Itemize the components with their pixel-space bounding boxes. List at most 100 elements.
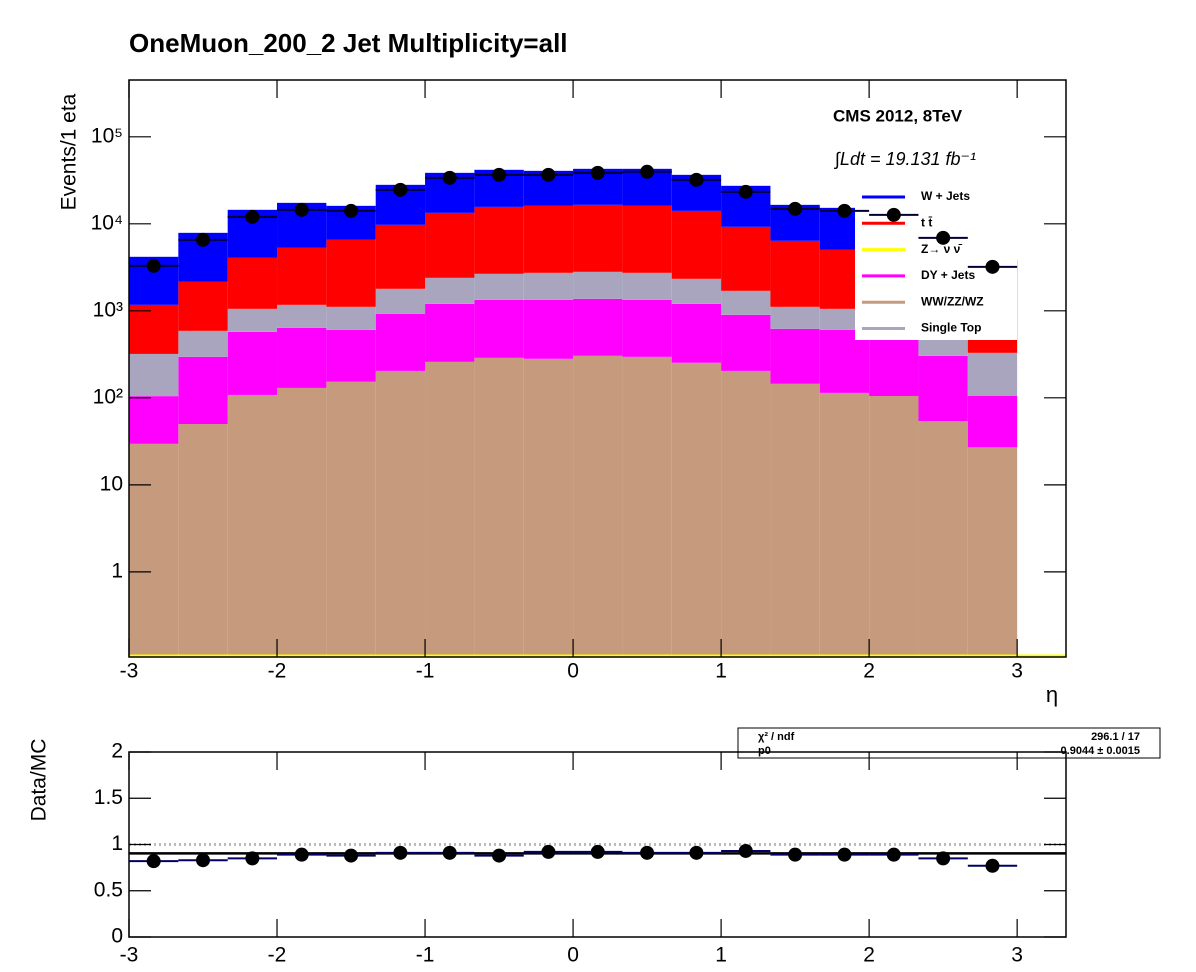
y-axis-title: Events/1 eta — [58, 93, 81, 210]
bar-segment — [622, 205, 672, 273]
bar-segment — [277, 247, 327, 305]
data-marker — [936, 230, 951, 245]
x-axis-title: η — [1046, 682, 1058, 707]
bar-segment — [474, 299, 524, 358]
annotation: CMS 2012, 8TeV — [833, 106, 963, 125]
ratio-marker — [590, 844, 605, 859]
x-tick-label: 1 — [715, 660, 727, 683]
data-point — [474, 167, 524, 182]
data-point — [277, 202, 327, 217]
legend-label: DY + Jets — [921, 268, 975, 282]
x-tick-label: -1 — [416, 944, 435, 967]
data-marker — [442, 170, 457, 185]
bar-segment — [129, 443, 179, 657]
ratio-point — [721, 843, 771, 858]
ratio-marker — [985, 858, 1000, 873]
data-marker — [245, 209, 260, 224]
bar-segment — [671, 303, 722, 363]
bar-segment — [967, 447, 1018, 657]
bar-segment — [721, 314, 771, 371]
y-tick-label: 0 — [111, 925, 123, 948]
bar-segment — [178, 281, 228, 331]
bar-segment — [375, 288, 426, 314]
data-point — [523, 167, 574, 182]
data-point — [721, 184, 771, 199]
ratio-point — [326, 848, 376, 863]
x-tick-label: -3 — [120, 944, 139, 967]
legend-label: Single Top — [921, 321, 981, 335]
bar-segment — [721, 226, 771, 291]
bar-segment — [523, 272, 574, 300]
x-tick-label: -1 — [416, 660, 435, 683]
data-point — [770, 201, 820, 216]
x-tick-label: 3 — [1011, 944, 1023, 967]
x-tick-label: -2 — [268, 660, 287, 683]
bar-segment — [721, 370, 771, 657]
y-tick-label: 1.5 — [94, 786, 123, 809]
ratio-point — [918, 851, 968, 866]
y-tick-label: 10⁵ — [91, 124, 123, 147]
legend-label: Z→ ν ν̄ — [921, 242, 962, 256]
bar-segment — [326, 239, 376, 307]
y-tick-label: 1 — [111, 559, 123, 582]
bar-segment — [869, 332, 919, 396]
bar-segment — [425, 303, 475, 362]
data-marker — [294, 202, 309, 217]
data-marker — [146, 258, 161, 273]
data-point — [918, 230, 968, 245]
bar-segment — [523, 299, 574, 359]
data-marker — [689, 172, 704, 187]
bar-segment — [474, 273, 524, 300]
data-point — [967, 259, 1018, 274]
ratio-point — [178, 853, 228, 868]
ratio-marker — [146, 854, 161, 869]
bar-segment — [967, 338, 1018, 353]
ratio-point — [523, 844, 574, 859]
ratio-point — [277, 847, 327, 862]
ratio-point — [375, 845, 426, 860]
bar-segment — [227, 308, 278, 332]
ratio-marker — [294, 847, 309, 862]
bar-segment — [671, 362, 722, 657]
bar-segment — [129, 353, 179, 397]
bar-segment — [425, 212, 475, 278]
ratio-marker — [689, 845, 704, 860]
ratio-point — [671, 845, 722, 860]
bar-segment — [819, 392, 870, 657]
y-tick-label: 10⁴ — [91, 211, 123, 234]
chart-title: OneMuon_200_2 Jet Multiplicity=all — [129, 28, 568, 58]
y-tick-label: 1 — [111, 832, 123, 855]
data-point — [869, 207, 919, 222]
ratio-marker — [442, 845, 457, 860]
ratio-point — [622, 845, 672, 860]
fit-label: χ² / ndf — [758, 731, 795, 743]
bar-segment — [129, 304, 179, 354]
data-point — [819, 203, 870, 218]
fit-label: p0 — [758, 745, 771, 757]
fit-box — [737, 727, 1161, 759]
data-point — [622, 164, 672, 179]
bar-segment — [178, 330, 228, 357]
data-point — [227, 209, 278, 224]
bar-segment — [375, 370, 426, 657]
data-marker — [788, 201, 803, 216]
y-tick-label: 10 — [100, 472, 123, 495]
bar-segment — [326, 329, 376, 382]
y-tick-label: 0.5 — [94, 878, 123, 901]
data-marker — [985, 259, 1000, 274]
bar-segment — [770, 328, 820, 384]
ratio-marker — [393, 845, 408, 860]
bar-segment — [721, 290, 771, 315]
bar-segment — [227, 257, 278, 309]
data-marker — [886, 207, 901, 222]
data-point — [425, 170, 475, 185]
ratio-point — [129, 854, 179, 869]
bar-segment — [523, 205, 574, 273]
ratio-marker — [886, 847, 901, 862]
bar-segment — [819, 329, 870, 393]
data-marker — [196, 232, 211, 247]
bar-segment — [573, 271, 623, 299]
fit-value: 0.9044 ± 0.0015 — [1061, 745, 1140, 757]
ratio-point — [869, 847, 919, 862]
